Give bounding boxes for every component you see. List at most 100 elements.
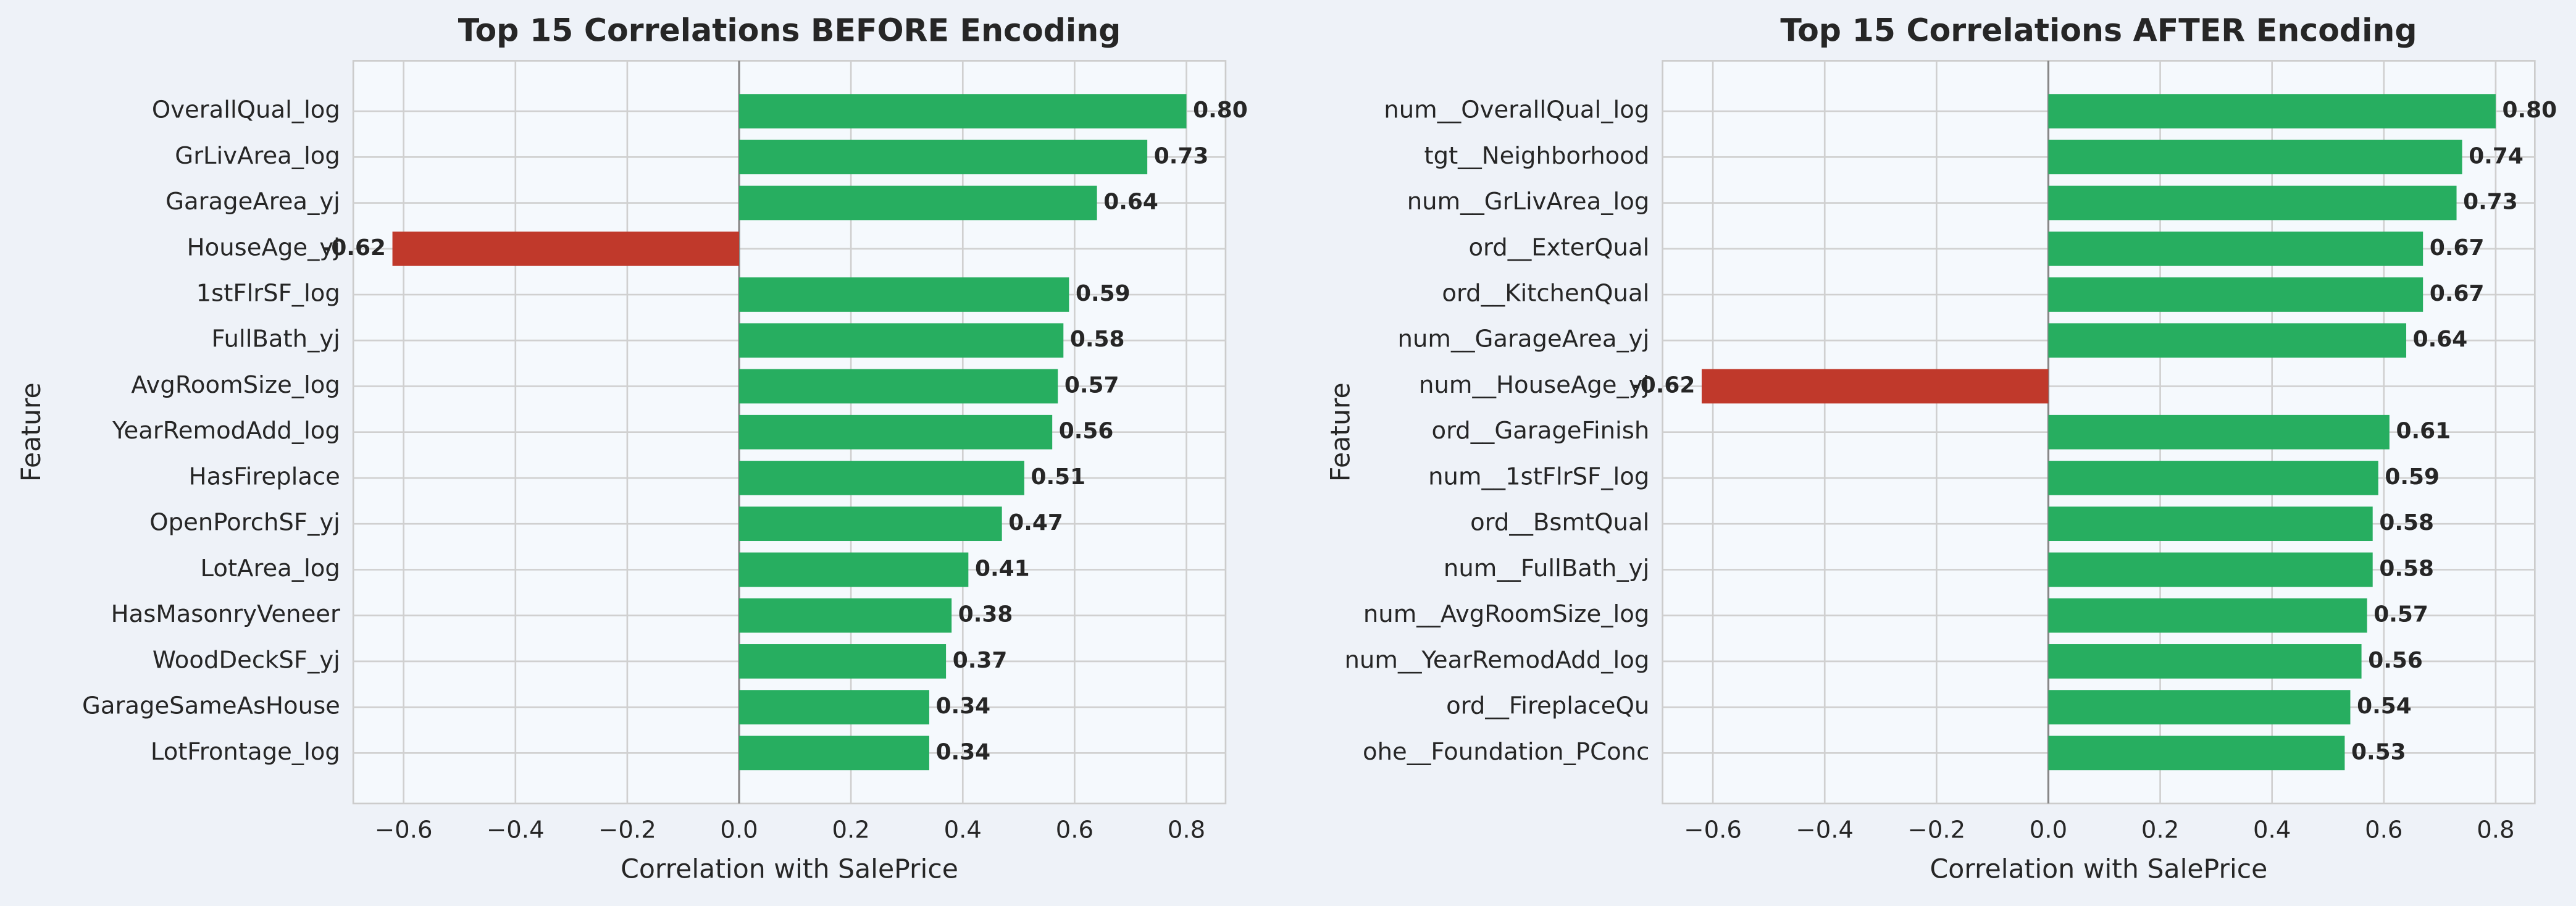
value-label: 0.59: [2385, 464, 2440, 490]
bar: [2048, 414, 2390, 450]
y-tick-label: num__1stFlrSF_log: [1428, 463, 1649, 490]
bar: [2048, 323, 2407, 358]
y-tick-label: FullBath_yj: [211, 325, 340, 353]
y-tick-label: HasFireplace: [189, 463, 340, 490]
y-tick-label: GrLivArea_log: [175, 142, 340, 170]
y-tick-label: ohe__Foundation_PConc: [1363, 738, 1649, 766]
bar: [739, 185, 1097, 220]
y-axis-label: Feature: [16, 382, 47, 482]
bar: [739, 736, 929, 771]
bar: [2048, 277, 2423, 312]
bar: [739, 598, 952, 633]
bar: [739, 94, 1187, 128]
bar: [739, 140, 1148, 175]
bar: [2048, 461, 2378, 495]
x-tick-label: 0.6: [1056, 816, 1094, 844]
x-tick-label: 0.0: [2030, 816, 2067, 844]
value-label: 0.80: [1193, 98, 1248, 123]
x-tick-label: 0.8: [1168, 816, 1205, 844]
bar: [739, 277, 1069, 312]
x-tick-label: 0.2: [832, 816, 869, 844]
y-tick-label: OverallQual_log: [152, 96, 340, 124]
chart-title: Top 15 Correlations AFTER Encoding: [1780, 12, 2417, 49]
value-label: -0.62: [322, 235, 386, 261]
y-tick-label: tgt__Neighborhood: [1424, 142, 1649, 170]
value-label: 0.59: [1076, 281, 1131, 306]
bar: [2048, 140, 2462, 175]
value-label: 0.67: [2430, 281, 2485, 306]
bar: [739, 690, 929, 724]
y-tick-label: num__OverallQual_log: [1384, 96, 1649, 124]
x-tick-label: −0.2: [1908, 816, 1966, 844]
value-label: 0.57: [2373, 602, 2428, 627]
y-tick-label: num__YearRemodAdd_log: [1344, 646, 1649, 674]
y-axis-label: Feature: [1325, 382, 1356, 482]
bar: [392, 231, 740, 266]
value-label: -0.62: [1631, 372, 1696, 398]
bar: [1701, 369, 2049, 404]
value-label: 0.74: [2469, 143, 2524, 169]
y-tick-label: num__GarageArea_yj: [1398, 325, 1650, 353]
bar: [2048, 231, 2423, 266]
value-label: 0.64: [2413, 327, 2468, 352]
value-label: 0.58: [1070, 327, 1125, 352]
y-tick-label: ord__ExterQual: [1468, 233, 1649, 261]
bar: [739, 461, 1024, 495]
chart-title: Top 15 Correlations BEFORE Encoding: [458, 12, 1121, 49]
y-tick-label: GarageSameAsHouse: [82, 692, 340, 720]
value-label: 0.51: [1031, 464, 1086, 490]
y-tick-label: AvgRoomSize_log: [131, 371, 340, 399]
y-tick-label: ord__KitchenQual: [1442, 280, 1649, 308]
value-label: 0.34: [936, 739, 991, 765]
x-tick-label: −0.4: [1796, 816, 1854, 844]
bar: [739, 369, 1058, 404]
y-tick-label: 1stFlrSF_log: [196, 280, 340, 308]
bar: [2048, 644, 2362, 679]
x-tick-label: −0.2: [598, 816, 656, 844]
x-tick-label: 0.4: [944, 816, 982, 844]
y-tick-label: ord__GarageFinish: [1432, 417, 1650, 445]
bar: [2048, 94, 2496, 128]
value-label: 0.37: [953, 648, 1008, 673]
y-tick-label: num__GrLivArea_log: [1407, 188, 1650, 216]
bar: [739, 506, 1002, 542]
y-tick-label: num__FullBath_yj: [1444, 555, 1649, 582]
bar: [2048, 736, 2345, 771]
value-label: 0.58: [2379, 510, 2434, 535]
x-axis-label: Correlation with SalePrice: [621, 854, 958, 885]
y-tick-label: OpenPorchSF_yj: [149, 509, 340, 537]
value-label: 0.73: [1154, 143, 1209, 169]
value-label: 0.54: [2357, 694, 2412, 719]
x-tick-label: −0.6: [375, 816, 433, 844]
y-tick-label: LotArea_log: [201, 555, 340, 582]
value-label: 0.57: [1064, 372, 1119, 398]
bar: [2048, 598, 2367, 633]
value-label: 0.38: [958, 602, 1013, 627]
x-tick-label: −0.4: [487, 816, 545, 844]
bar: [739, 414, 1053, 450]
x-tick-label: 0.0: [720, 816, 758, 844]
bar: [739, 552, 969, 587]
value-label: 0.34: [936, 694, 991, 719]
value-label: 0.41: [975, 556, 1030, 581]
bar: [2048, 552, 2373, 587]
y-tick-label: YearRemodAdd_log: [112, 417, 340, 445]
value-label: 0.67: [2430, 235, 2485, 261]
value-label: 0.56: [1059, 419, 1114, 444]
y-tick-label: LotFrontage_log: [151, 738, 340, 766]
value-label: 0.47: [1008, 510, 1063, 535]
bar: [2048, 690, 2351, 724]
x-axis-label: Correlation with SalePrice: [1930, 854, 2268, 885]
x-tick-label: −0.6: [1684, 816, 1742, 844]
x-tick-label: 0.4: [2253, 816, 2291, 844]
y-tick-label: num__HouseAge_yj: [1419, 371, 1649, 399]
value-label: 0.58: [2379, 556, 2434, 581]
bar: [2048, 506, 2373, 542]
bar: [739, 644, 947, 679]
y-tick-label: HasMasonryVeneer: [111, 600, 340, 628]
y-tick-label: GarageArea_yj: [165, 188, 340, 216]
value-label: 0.53: [2351, 739, 2406, 765]
value-label: 0.61: [2396, 419, 2451, 444]
